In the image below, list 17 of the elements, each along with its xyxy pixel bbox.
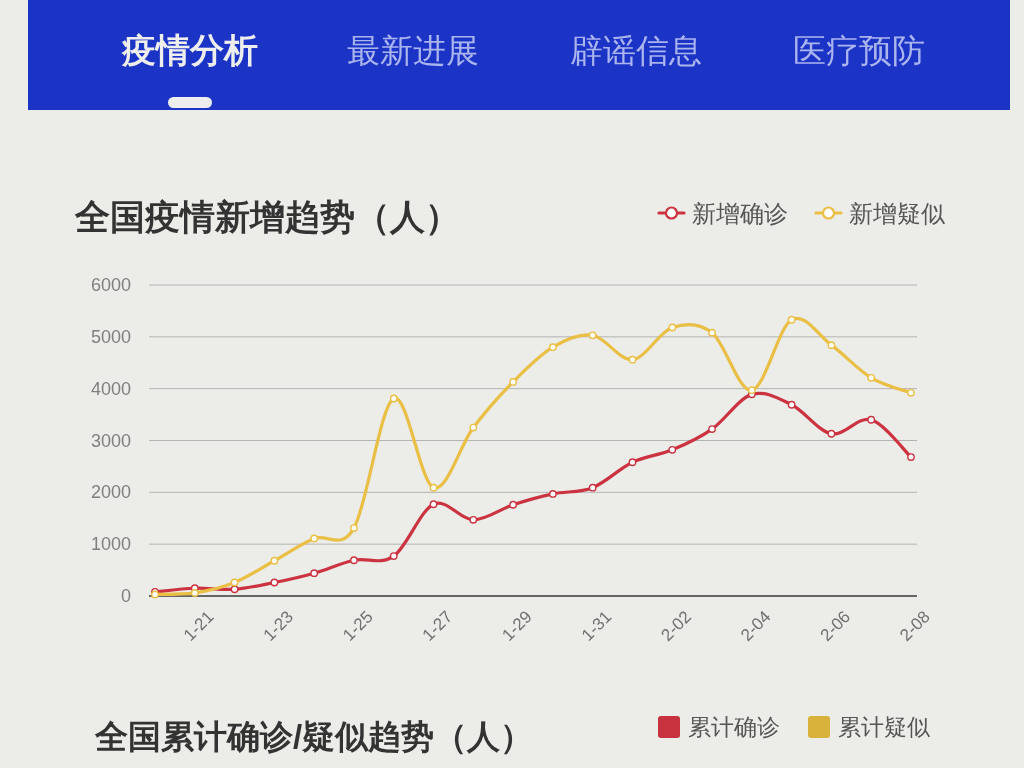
text: 全国累计确诊/疑似趋势（人） (94, 718, 534, 755)
legend-label: 新增确诊 (692, 199, 788, 227)
text: 辟谣信息 (570, 31, 702, 69)
text: 疫情分析 (121, 31, 258, 69)
legend-label: 累计确诊 (688, 714, 780, 740)
y-tick-label: 2000 (90, 482, 131, 503)
y-tick-label: 6000 (90, 275, 131, 295)
text: 医疗预防 (793, 31, 925, 69)
y-tick-label: 3000 (90, 430, 131, 451)
legend-label: 累计疑似 (838, 714, 930, 740)
y-tick-label: 1000 (90, 534, 131, 555)
y-tick-label: 0 (120, 586, 131, 606)
chart-title: 全国疫情新增趋势（人） (74, 197, 460, 236)
y-tick-label: 5000 (90, 326, 131, 347)
text: 最新进展 (347, 31, 479, 69)
legend-label: 新增疑似 (849, 199, 946, 227)
y-tick-label: 4000 (90, 378, 131, 399)
